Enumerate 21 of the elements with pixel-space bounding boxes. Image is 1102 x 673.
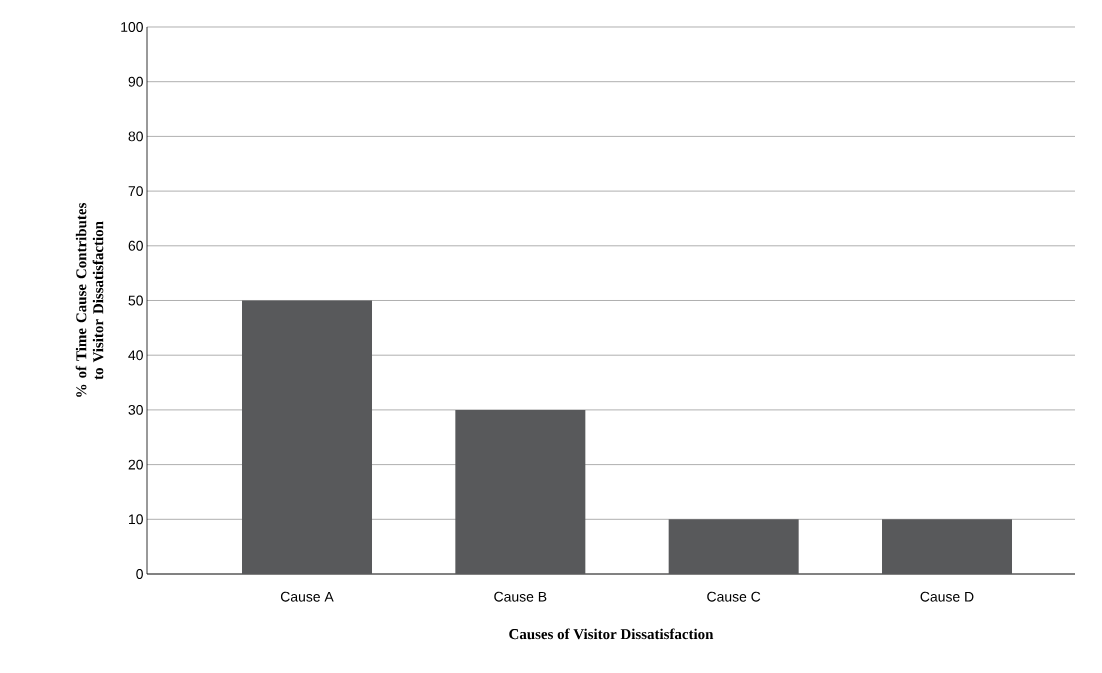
x-tick-label: Cause B <box>494 591 547 602</box>
x-tick-label: Cause D <box>920 591 974 602</box>
y-tick-label: 30 <box>128 404 143 415</box>
y-tick-label: 90 <box>128 76 143 87</box>
y-tick-label: 70 <box>128 186 143 197</box>
bar <box>455 409 586 574</box>
y-tick-label: 80 <box>128 131 143 142</box>
y-tick-label: 60 <box>128 240 143 251</box>
y-tick-label: 50 <box>128 295 143 306</box>
x-tick-label: Cause A <box>280 591 334 602</box>
y-tick-label: 0 <box>136 569 143 579</box>
y-tick-label: 10 <box>129 514 143 525</box>
x-axis-title: Causes of Visitor Dissatisfaction <box>509 628 714 640</box>
y-tick-label: 40 <box>128 350 143 361</box>
y-tick-label: 100 <box>121 22 143 32</box>
y-axis-title: % of Time Cause Contributes to Visitor Dissatisfaction <box>75 203 104 397</box>
y-tick-label: 20 <box>128 459 143 470</box>
bar <box>882 519 1013 574</box>
bar <box>242 300 372 574</box>
x-tick-label: Cause C <box>707 591 761 602</box>
bar <box>668 519 799 574</box>
